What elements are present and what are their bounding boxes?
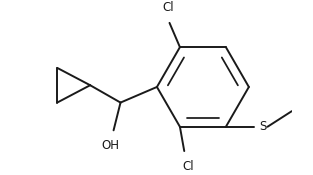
Text: OH: OH <box>101 139 119 152</box>
Text: Cl: Cl <box>183 160 194 173</box>
Text: Cl: Cl <box>162 1 174 14</box>
Text: S: S <box>260 120 267 133</box>
